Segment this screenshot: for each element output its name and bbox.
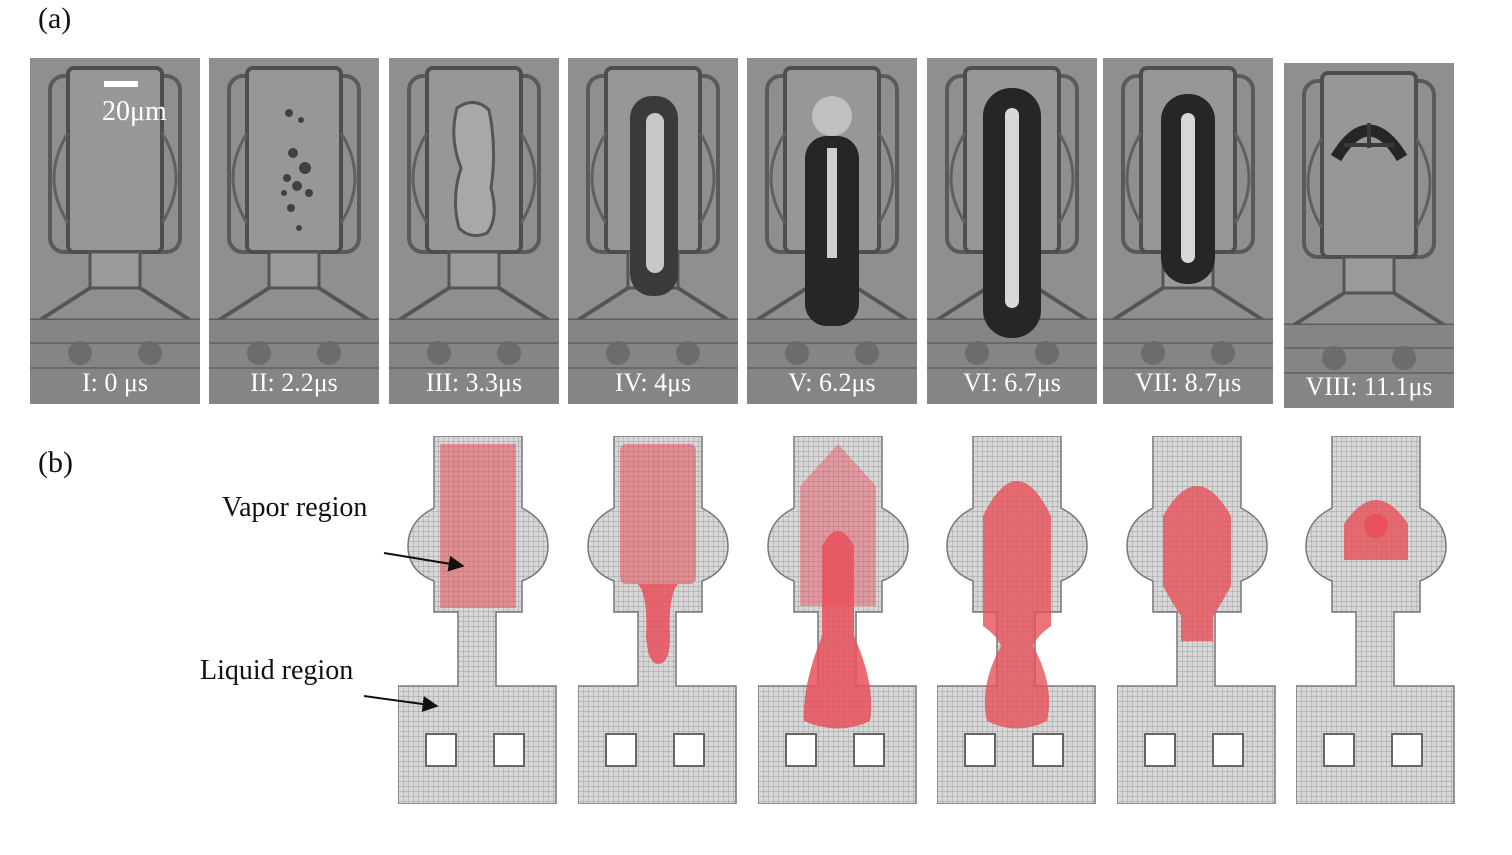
sim-snapshot-1 [398,436,558,804]
photo-frame-2: II: 2.2μs [209,58,379,404]
frame-caption-2: II: 2.2μs [250,368,338,397]
sim-1-image [398,436,557,804]
vapor-region-label: Vapor region [222,492,368,523]
sim-4-image [937,436,1096,804]
sim-snapshot-6 [1296,436,1456,804]
frame-caption-4: IV: 4μs [614,368,692,397]
panel-b-label: (b) [38,446,73,479]
sim-3-image [758,436,917,804]
sim-2-image [578,436,737,804]
sim-5-image [1117,436,1276,804]
sim-6-image [1296,436,1455,804]
sim-snapshot-5 [1117,436,1277,804]
frame-8-image [1284,63,1454,408]
sim-snapshot-4 [937,436,1097,804]
photo-frame-3: III: 3.3μs [389,58,559,404]
photo-frame-4: IV: 4μs [568,58,738,404]
sim-snapshot-3 [758,436,918,804]
sim-snapshot-2 [578,436,738,804]
photo-frame-6: VI: 6.7μs [927,58,1097,404]
liquid-region-label: Liquid region [200,655,354,686]
frame-caption-7: VII: 8.7μs [1134,368,1242,397]
scale-bar-label: 20μm [102,96,167,127]
frame-3-image [389,58,559,404]
frame-caption-5: V: 6.2μs [788,368,876,397]
frame-caption-3: III: 3.3μs [425,368,523,397]
photo-frame-7: VII: 8.7μs [1103,58,1273,404]
photo-frame-5: V: 6.2μs [747,58,917,404]
photo-frame-1: 20μm I: 0 μs [30,58,200,404]
frame-1-image [30,58,200,404]
frame-5-image [747,58,917,404]
frame-6-image [927,58,1097,404]
frame-caption-6: VI: 6.7μs [963,368,1061,397]
panel-a-label: (a) [38,2,72,35]
frame-caption-8: VIII: 11.1μs [1305,372,1433,401]
frame-7-image [1103,58,1273,404]
vapor-arrow [383,552,465,572]
liquid-arrow [363,695,439,712]
frame-2-image [209,58,379,404]
frame-caption-1: I: 0 μs [82,368,148,397]
frame-4-image [568,58,738,404]
scale-bar [104,81,138,87]
photo-frame-8: VIII: 11.1μs [1284,63,1454,408]
